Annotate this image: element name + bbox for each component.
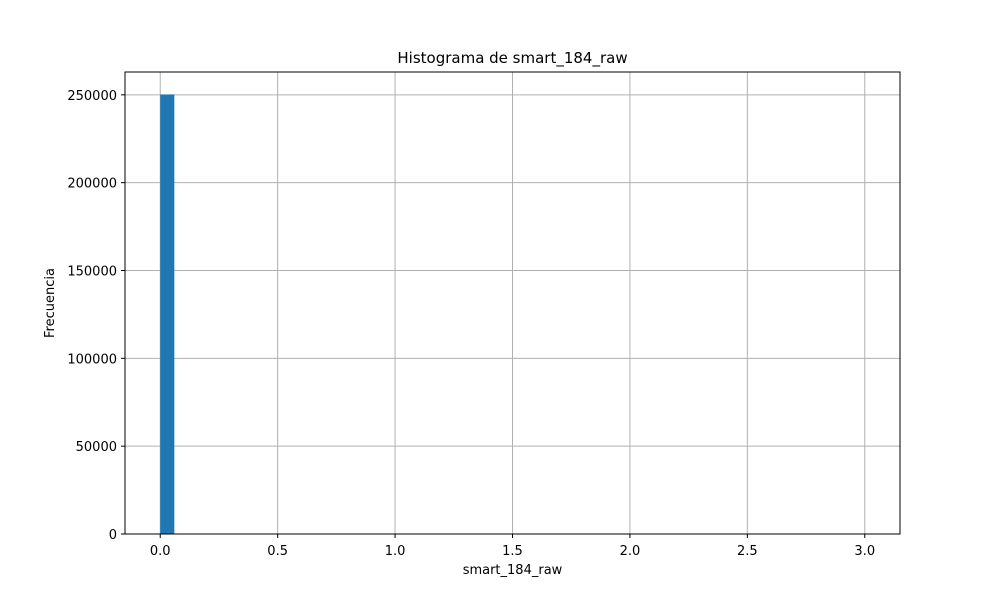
histogram-bar bbox=[160, 94, 175, 534]
axis-ticks: 0.0 0.5 1.0 1.5 2.0 2.5 3.0 0 50000 100000 150000 2… bbox=[67, 89, 875, 559]
x-tick-label: 2.5 bbox=[737, 544, 758, 559]
histogram-bars bbox=[160, 94, 175, 534]
x-axis-label: smart_184_raw bbox=[463, 563, 563, 578]
x-tick-label: 3.0 bbox=[854, 544, 875, 559]
y-tick-label: 200000 bbox=[67, 177, 117, 192]
x-tick-label: 1.5 bbox=[502, 544, 523, 559]
x-tick-label: 2.0 bbox=[620, 544, 641, 559]
chart-title: Histograma de smart_184_raw bbox=[397, 49, 627, 68]
y-axis-label: Frecuencia bbox=[43, 268, 58, 338]
y-tick-label: 150000 bbox=[67, 265, 117, 280]
y-tick-label: 100000 bbox=[67, 352, 117, 367]
x-tick-label: 0.5 bbox=[267, 544, 288, 559]
grid-lines bbox=[125, 72, 900, 535]
x-tick-label: 0.0 bbox=[150, 544, 171, 559]
y-tick-label: 50000 bbox=[76, 440, 117, 455]
x-tick-label: 1.0 bbox=[385, 544, 406, 559]
y-tick-label: 0 bbox=[109, 528, 117, 543]
y-tick-label: 250000 bbox=[67, 89, 117, 104]
